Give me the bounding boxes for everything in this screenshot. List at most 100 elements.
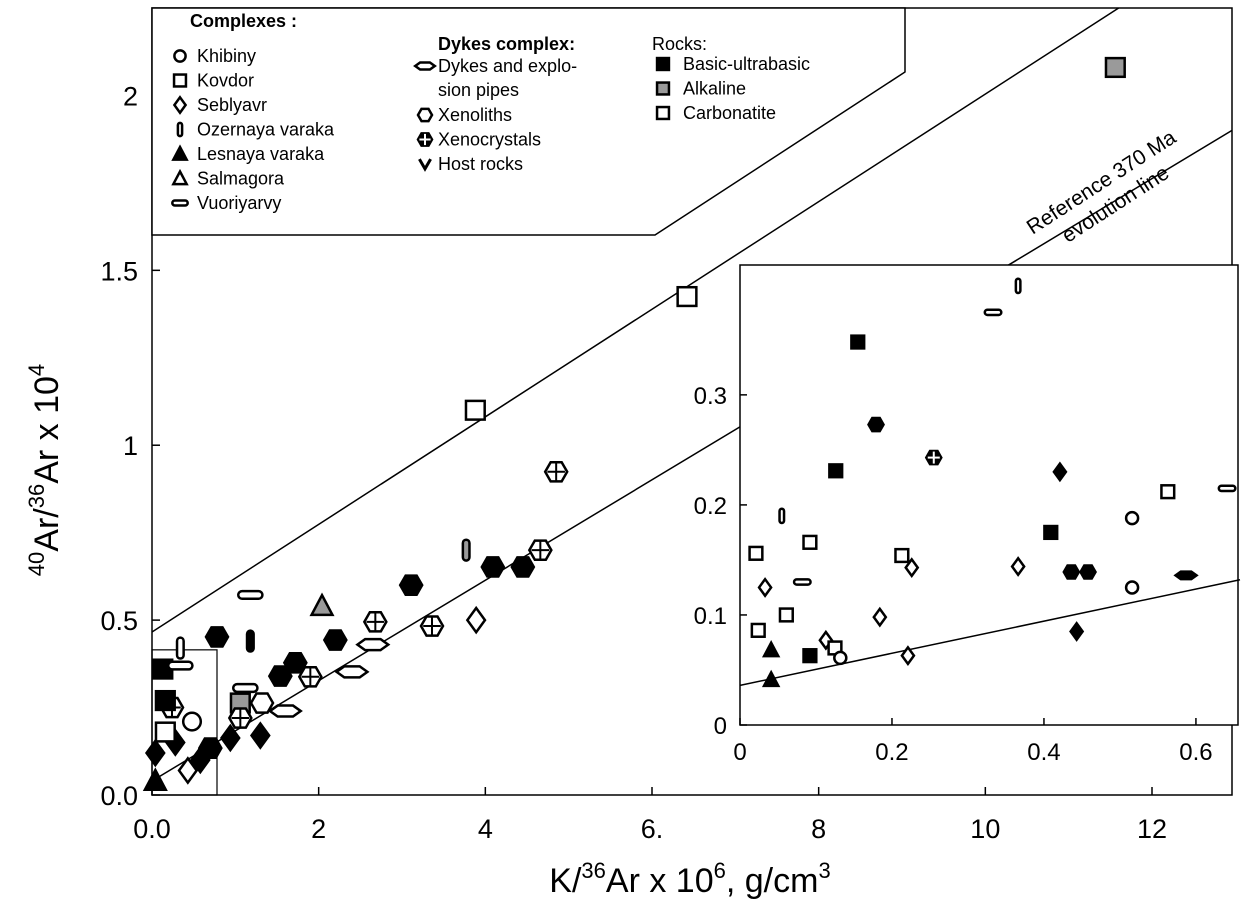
marker-shape — [418, 158, 432, 172]
marker — [983, 308, 1003, 317]
marker-shape — [267, 665, 293, 687]
marker — [154, 721, 176, 743]
marker — [802, 534, 818, 550]
marker-shape — [778, 507, 786, 525]
marker-shape — [894, 547, 910, 564]
marker — [418, 158, 432, 172]
marker — [1079, 564, 1097, 580]
marker-shape — [172, 73, 188, 88]
marker-shape — [1104, 56, 1126, 79]
marker — [416, 107, 434, 123]
marker-shape — [236, 589, 264, 601]
marker — [904, 557, 920, 579]
marker — [510, 556, 536, 578]
marker — [900, 645, 916, 667]
marker-shape — [761, 639, 781, 658]
legend-label: Xenoliths — [438, 105, 512, 125]
marker — [757, 577, 773, 598]
marker-shape — [655, 105, 671, 121]
marker-shape — [249, 721, 271, 750]
superscript: 6 — [714, 858, 726, 883]
marker — [894, 547, 910, 564]
x-tick-label: 2 — [311, 814, 326, 844]
inset-y-tick-label: 0.2 — [694, 493, 727, 520]
marker-shape — [480, 556, 506, 578]
marker — [322, 629, 348, 651]
marker-shape — [171, 168, 189, 186]
marker — [778, 507, 786, 525]
marker-shape — [398, 574, 424, 596]
legend-label: Dykes and explo- — [438, 56, 577, 76]
marker-shape — [309, 592, 335, 617]
legend-title: Complexes : — [190, 11, 297, 31]
marker — [655, 81, 671, 96]
inset-x-tick-label: 0 — [733, 739, 746, 766]
marker-shape — [1052, 461, 1068, 483]
marker — [1217, 484, 1237, 493]
marker — [267, 665, 293, 687]
marker-shape — [1217, 484, 1237, 493]
inset-x-tick-label: 0.2 — [875, 739, 908, 766]
y-tick-label: 1 — [123, 431, 138, 461]
reference-line — [152, 129, 1232, 782]
marker-shape — [761, 669, 781, 688]
marker-shape — [322, 629, 348, 651]
marker — [227, 707, 253, 729]
marker — [219, 723, 241, 753]
legend-label: Host rocks — [438, 154, 523, 174]
legend-label: Alkaline — [683, 79, 746, 99]
marker — [833, 650, 848, 666]
legend-label: Basic-ultrabasic — [683, 54, 810, 74]
marker-shape — [464, 399, 486, 421]
inset-x-tick-label: 0.4 — [1027, 739, 1060, 766]
marker-shape — [1079, 564, 1097, 580]
marker — [282, 651, 308, 674]
marker — [355, 637, 391, 652]
marker — [398, 574, 424, 596]
legend-label: Khibiny — [197, 46, 256, 66]
marker — [748, 545, 764, 561]
marker-shape — [171, 144, 189, 161]
legend-title: Dykes complex: — [438, 34, 575, 54]
marker — [181, 711, 203, 732]
marker-shape — [267, 704, 303, 718]
marker-shape — [172, 95, 188, 115]
marker — [1014, 277, 1022, 295]
marker — [750, 622, 766, 638]
x-tick-label: 4 — [478, 814, 493, 844]
marker-shape — [249, 692, 275, 714]
marker — [362, 611, 388, 633]
y-tick-label: 0.0 — [100, 781, 138, 811]
superscript: 3 — [818, 858, 830, 883]
marker-shape — [850, 334, 866, 350]
legend-label: Vuoriyarvy — [197, 193, 281, 213]
marker — [655, 105, 671, 121]
marker — [1173, 570, 1199, 581]
marker — [676, 285, 698, 308]
legend-box — [151, 7, 906, 236]
marker — [1062, 564, 1081, 580]
y-tick-label: 0.5 — [100, 606, 138, 636]
label-part: Ar x 10 — [28, 376, 66, 484]
marker-shape — [181, 711, 203, 732]
y-tick-label: 2 — [123, 81, 138, 111]
marker-shape — [166, 660, 194, 671]
marker-shape — [1069, 621, 1085, 642]
marker-shape — [142, 767, 168, 792]
marker-shape — [231, 682, 259, 694]
marker-shape — [175, 636, 185, 660]
legend-label: Kovdor — [197, 71, 254, 91]
label-part: Ar x 10 — [606, 862, 714, 900]
marker — [176, 121, 184, 138]
marker — [465, 605, 487, 635]
y-tick-label: 1.5 — [100, 256, 138, 286]
marker — [172, 95, 188, 115]
marker-shape — [154, 689, 176, 712]
marker — [173, 49, 187, 63]
marker — [334, 665, 370, 679]
marker-shape — [867, 416, 885, 433]
legend-title: Rocks: — [652, 34, 707, 54]
marker-shape — [655, 56, 671, 72]
marker-shape — [1062, 564, 1081, 580]
marker-shape — [465, 605, 487, 635]
